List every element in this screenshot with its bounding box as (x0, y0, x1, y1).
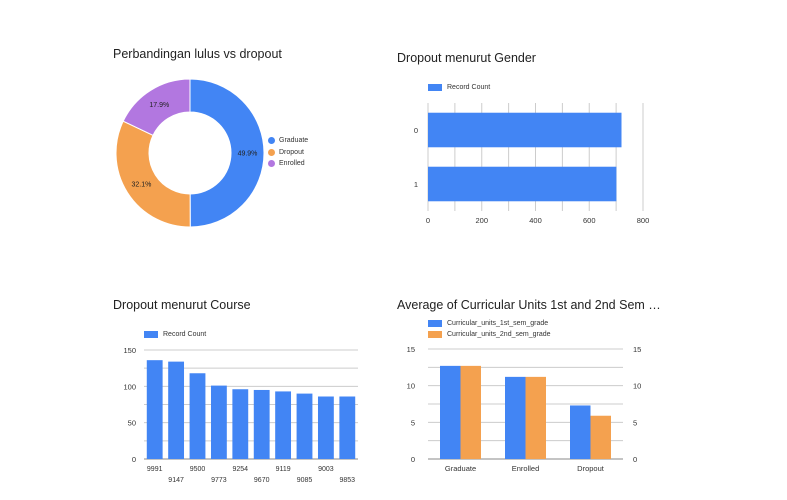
chart-title: Dropout menurut Gender (397, 51, 536, 65)
bar (253, 389, 270, 459)
y-tick-label-left: 15 (407, 345, 415, 354)
gender-bar-chart: 0 200 400 600 800 0 1 (414, 103, 650, 225)
legend-label: Curricular_units_2nd_sem_grade (447, 331, 551, 338)
y-tick-label: 50 (128, 419, 136, 428)
x-tick-label: 9254 (233, 466, 249, 473)
x-tick-label: Graduate (445, 464, 476, 473)
legend-item-record-count[interactable]: Record Count (144, 331, 206, 338)
legend-item-2nd-sem[interactable]: Curricular_units_2nd_sem_grade (428, 331, 551, 338)
bar (339, 396, 356, 459)
bar (317, 396, 334, 459)
x-tick-label: 0 (426, 216, 430, 225)
bar (428, 166, 617, 202)
legend-swatch (428, 320, 442, 327)
x-tick-label: Dropout (577, 464, 605, 473)
y-tick-label: 0 (132, 455, 136, 464)
x-tick-label: Enrolled (512, 464, 540, 473)
y-tick-label: 100 (123, 382, 136, 391)
y-tick-label-left: 0 (411, 455, 415, 464)
bar (505, 376, 526, 459)
course-panel: Dropout menurut Course Record Count (0, 250, 390, 500)
x-tick-label: 9003 (318, 466, 334, 473)
legend-label: Graduate (279, 137, 309, 144)
donut-panel: Perbandingan lulus vs dropout 49.9% 32.1%… (0, 0, 390, 250)
x-tick-label: 9670 (254, 477, 270, 484)
legend-swatch (268, 149, 275, 156)
chart-title: Perbandingan lulus vs dropout (113, 47, 282, 61)
chart-title: Average of Curricular Units 1st and 2nd … (397, 298, 661, 312)
legend-item-dropout[interactable]: Dropout (268, 149, 304, 156)
legend-swatch (428, 331, 442, 338)
curricular-bar-chart: 0 0 5 5 10 10 15 15 Graduate Enrolled Dropout (407, 345, 642, 473)
legend-item-enrolled[interactable]: Enrolled (268, 160, 305, 167)
bar (440, 365, 461, 459)
bar (428, 112, 622, 148)
x-tick-label: 9773 (211, 477, 227, 484)
x-tick-label: 400 (529, 216, 542, 225)
donut-chart: 49.9% 32.1% 17.9% (115, 78, 265, 228)
bar (275, 391, 292, 459)
legend-label: Record Count (447, 84, 491, 91)
course-bar-chart: 0 50 100 150 9991 9147 9500 9773 9254 9670 9119 908… (123, 346, 358, 484)
x-tick-label: 9119 (276, 466, 291, 473)
bar (460, 365, 481, 459)
x-tick-label: 9500 (190, 466, 206, 473)
donut-slice-enrolled (122, 78, 191, 137)
y-tick-label: 150 (123, 346, 136, 355)
x-tick-label: 200 (475, 216, 488, 225)
legend-label: Dropout (279, 149, 304, 156)
y-tick-label-right: 0 (633, 455, 637, 464)
slice-label: 49.9% (238, 150, 258, 157)
bar (168, 361, 185, 459)
legend-label: Curricular_units_1st_sem_grade (447, 320, 549, 327)
slice-label: 17.9% (149, 102, 169, 109)
legend-label: Record Count (163, 331, 207, 338)
x-tick-label: 9991 (147, 466, 163, 473)
x-tick-label: 9085 (297, 477, 313, 484)
donut-slice-dropout (115, 120, 191, 228)
y-tick-label-left: 5 (411, 418, 415, 427)
legend-item-1st-sem[interactable]: Curricular_units_1st_sem_grade (428, 320, 548, 327)
curricular-panel: Average of Curricular Units 1st and 2nd … (390, 250, 787, 500)
legend-swatch (144, 331, 158, 338)
x-tick-label: 800 (637, 216, 650, 225)
bar (296, 393, 313, 459)
bar (570, 405, 591, 459)
bar (189, 373, 206, 459)
gender-panel: Dropout menurut Gender Record Count (390, 0, 787, 250)
bar (210, 385, 227, 459)
y-tick-label-right: 5 (633, 418, 637, 427)
legend-label: Enrolled (279, 160, 305, 167)
bar (146, 360, 163, 459)
y-tick-label-right: 15 (633, 345, 641, 354)
y-tick-label-left: 10 (407, 382, 415, 391)
x-tick-label: 9147 (168, 477, 184, 484)
legend-swatch (268, 137, 275, 144)
y-tick-label: 0 (414, 126, 418, 135)
x-tick-label: 600 (583, 216, 596, 225)
legend-item-record-count[interactable]: Record Count (428, 84, 490, 91)
bar (590, 415, 611, 459)
bar (525, 376, 546, 459)
slice-label: 32.1% (131, 181, 151, 188)
y-tick-label: 1 (414, 180, 418, 189)
y-tick-label-right: 10 (633, 382, 641, 391)
legend-swatch (268, 160, 275, 167)
donut-slice-graduate (189, 78, 265, 228)
chart-title: Dropout menurut Course (113, 298, 251, 312)
legend-item-graduate[interactable]: Graduate (268, 137, 308, 144)
bar (232, 389, 249, 459)
x-tick-label: 9853 (340, 477, 356, 484)
legend-swatch (428, 84, 442, 91)
